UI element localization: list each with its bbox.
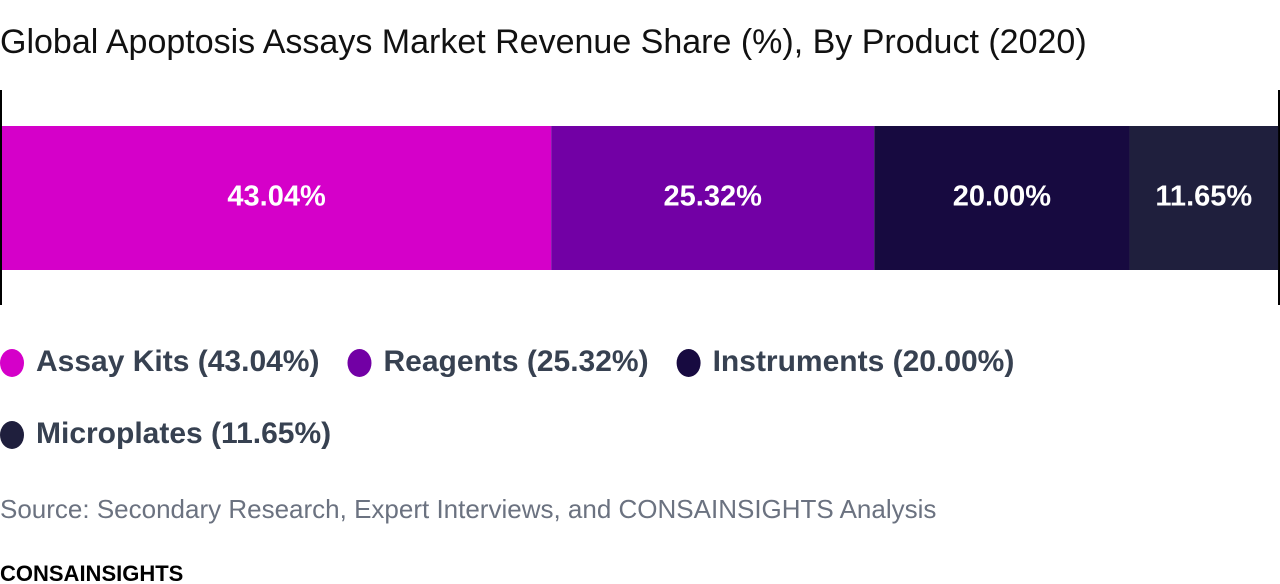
value-label: 43.04% [227, 181, 326, 213]
legend-swatch [0, 349, 24, 377]
legend-label: Reagents (25.32%) [383, 345, 648, 378]
value-label: 20.00% [953, 181, 1052, 213]
chart-title: Global Apoptosis Assays Market Revenue S… [0, 23, 1087, 61]
bar-segment [551, 126, 875, 270]
legend-swatch [0, 421, 24, 449]
legend-label: Assay Kits (43.04%) [36, 345, 319, 378]
legend-swatch [347, 349, 372, 377]
value-label: 11.65% [1155, 181, 1252, 213]
bar-segment [1129, 126, 1279, 270]
bar-segment [874, 126, 1130, 270]
brand: CONSAINSIGHTS [0, 561, 183, 584]
bar-segment [2, 126, 552, 270]
legend-swatch [676, 349, 701, 377]
source: Source: Secondary Research, Expert Inter… [0, 494, 936, 524]
legend-label: Instruments (20.00%) [713, 345, 1015, 378]
value-label: 25.32% [664, 181, 763, 213]
legend-label: Microplates (11.65%) [36, 417, 331, 450]
